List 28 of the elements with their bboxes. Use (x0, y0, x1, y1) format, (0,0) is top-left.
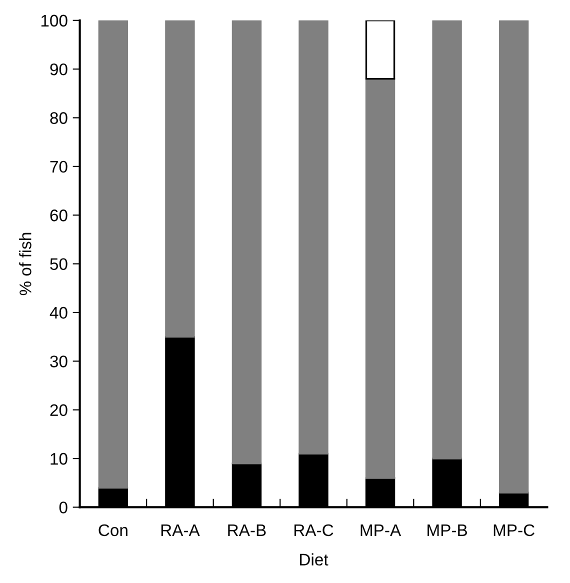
bar (298, 20, 328, 454)
x-axis-title: Diet (300, 553, 328, 566)
x-tick-label: RA-A (161, 524, 200, 536)
y-tick-label: 60 (50, 210, 68, 222)
y-tick-label: 90 (50, 63, 68, 76)
bar (165, 20, 195, 338)
y-tick-label: 40 (50, 306, 68, 319)
y-tick-label: 70 (50, 160, 68, 173)
y-tick-label: 30 (50, 356, 68, 368)
x-tick-label: MP-B (428, 524, 467, 536)
bar (98, 20, 128, 489)
y-tick-label: 50 (50, 258, 68, 270)
bar (365, 20, 396, 80)
bar (365, 78, 396, 479)
x-tick-label: Con (98, 524, 128, 536)
y-axis-title: % of fish (19, 232, 32, 296)
y-tick-label: 10 (50, 452, 68, 465)
x-tick-label: RA-B (228, 524, 266, 536)
y-tick-label: 0 (59, 502, 68, 514)
y-tick-label: 100 (41, 14, 68, 27)
x-tick-label: MP-C (494, 524, 534, 536)
y-tick-label: 80 (50, 112, 68, 124)
y-tick-label: 20 (50, 404, 68, 416)
bar (232, 20, 262, 464)
bar (432, 20, 462, 460)
x-tick-label: RA-C (294, 524, 334, 536)
x-tick-label: MP-A (360, 524, 402, 536)
bar (498, 20, 529, 494)
